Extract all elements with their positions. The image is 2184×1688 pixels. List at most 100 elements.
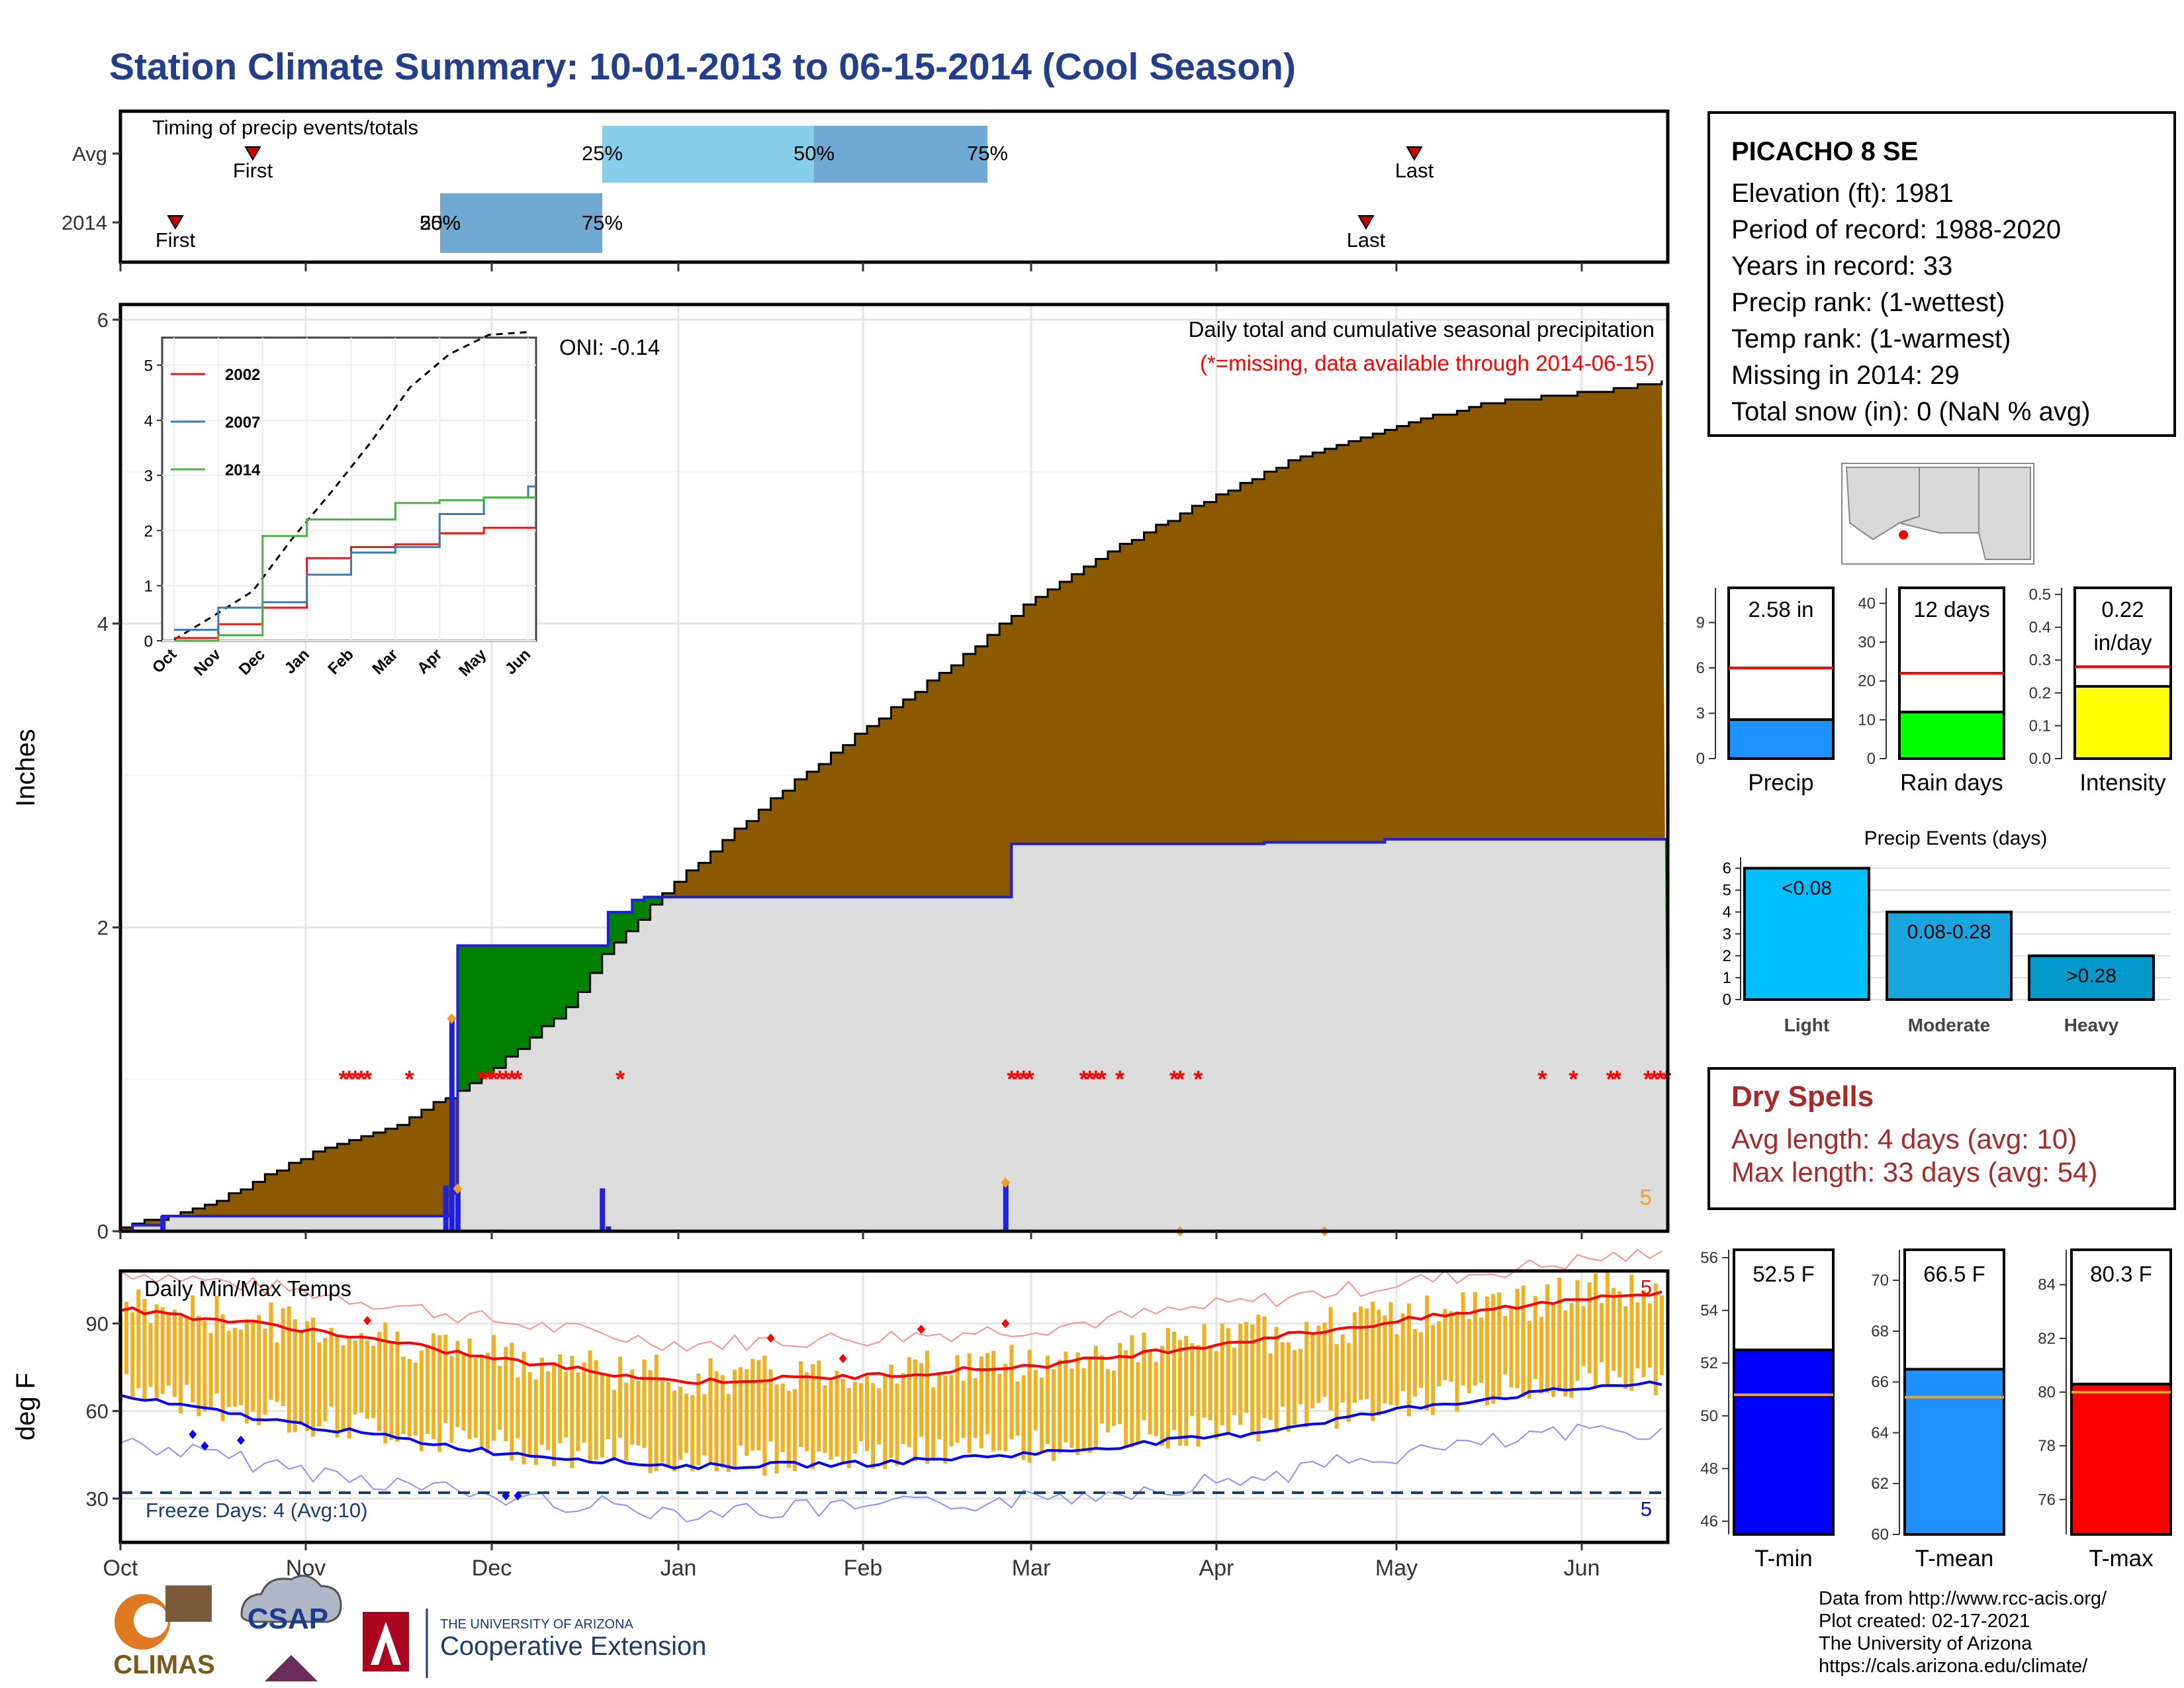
credit-line: Plot created: 02-17-2021: [1819, 1611, 2030, 1632]
daily-temp-bar: [1202, 1324, 1206, 1418]
daily-temp-bar: [805, 1372, 809, 1452]
climas-logo-emblem: [165, 1585, 212, 1622]
missing-marker: *: [1013, 1065, 1022, 1092]
daily-temp-bar: [1515, 1288, 1520, 1389]
intensity-value-unit: in/day: [2093, 630, 2152, 655]
daily-temp-bar: [130, 1312, 135, 1398]
daily-temp-bar: [1527, 1321, 1531, 1399]
event-tick-label: 6: [1723, 860, 1731, 878]
station-line: Years in record: 33: [1731, 252, 1953, 281]
event-category-label: Light: [1784, 1015, 1829, 1035]
daily-temp-bar: [642, 1359, 647, 1448]
precip-marker: [447, 1013, 457, 1024]
tmin-tick-label: 46: [1700, 1513, 1718, 1530]
event-tick-label: 5: [1723, 882, 1731, 900]
daily-temp-bar: [166, 1314, 171, 1386]
month-label: Apr: [1199, 1556, 1234, 1581]
y-tick-label: 90: [86, 1312, 109, 1335]
event-category-label: Heavy: [2064, 1015, 2119, 1035]
daily-temp-bar: [178, 1316, 183, 1414]
y-axis-title: deg F: [11, 1373, 40, 1440]
daily-temp-bar: [1653, 1283, 1658, 1395]
raindays-tick-label: 40: [1858, 594, 1876, 612]
daily-temp-bar: [576, 1372, 580, 1452]
daily-temp-bar: [901, 1373, 905, 1444]
tmax-value: 80.3 F: [2090, 1262, 2152, 1286]
daily-temp-bar: [774, 1384, 779, 1474]
missing-marker: *: [345, 1065, 354, 1092]
precip-tick-label: 3: [1696, 705, 1705, 723]
daily-temp-bar: [197, 1315, 201, 1417]
month-label: Jun: [1564, 1556, 1600, 1581]
y-tick-label: 0: [97, 1220, 109, 1243]
daily-temp-bar: [1406, 1303, 1411, 1417]
temp-heading: Daily Min/Max Temps: [144, 1276, 351, 1301]
daily-temp-bar: [1148, 1351, 1152, 1434]
daily-temp-bar: [600, 1374, 604, 1458]
daily-temp-bar: [1220, 1323, 1224, 1426]
daily-temp-bar: [852, 1382, 857, 1454]
daily-temp-bar: [1334, 1344, 1339, 1429]
raindays-bar: [1898, 710, 2005, 760]
daily-temp-bar: [1647, 1303, 1652, 1368]
daily-temp-bar: [817, 1360, 821, 1452]
intensity-label: Intensity: [2079, 770, 2166, 796]
daily-temp-bar: [895, 1383, 899, 1466]
daily-temp-bar: [624, 1383, 629, 1461]
daily-temp-bar: [1352, 1312, 1357, 1403]
daily-temp-bar: [479, 1354, 484, 1448]
tmean-bar: [1903, 1368, 2005, 1536]
daily-temp-bar: [1280, 1342, 1285, 1407]
tmin-tick-label: 50: [1700, 1407, 1718, 1425]
daily-temp-bar: [275, 1342, 279, 1402]
event-tick-label: 1: [1723, 969, 1731, 987]
daily-temp-bar: [1298, 1348, 1303, 1405]
raindays-tick-label: 20: [1858, 673, 1876, 690]
daily-temp-bar: [1575, 1280, 1580, 1381]
precip-events-chart: Precip Events (days) <0.08 Light 0.08-0.28 M…: [1723, 827, 2171, 1035]
missing-marker: *: [495, 1065, 504, 1092]
logos-area: CLIMAS CSAP THE UNIVERSITY OF ARIZONACoope…: [113, 463, 2034, 1681]
daily-temp-bar: [407, 1358, 412, 1437]
daily-temp-bar: [811, 1364, 815, 1470]
avg-p75-label: 75%: [967, 142, 1008, 165]
bottom-count: 5: [1641, 1497, 1652, 1521]
daily-temp-bar: [768, 1369, 773, 1442]
daily-temp-bar: [323, 1338, 328, 1422]
daily-temp-bar: [1172, 1331, 1177, 1430]
daily-temp-bar: [829, 1380, 833, 1460]
daily-temp-bar: [630, 1369, 635, 1445]
intensity-tick-label: 0.4: [2029, 619, 2051, 637]
daily-temp-bar: [714, 1371, 719, 1472]
daily-temp-bar: [865, 1376, 870, 1452]
csap-logo-cloud: [240, 1574, 342, 1623]
daily-temp-bar: [311, 1317, 316, 1437]
daily-temp-bar: [1208, 1345, 1212, 1421]
daily-temp-bar: [751, 1358, 755, 1451]
daily-temp-bar: [1316, 1325, 1321, 1403]
inset-frame: [161, 336, 537, 642]
daily-temp-bar: [1383, 1315, 1387, 1404]
daily-temp-bar: [1497, 1292, 1502, 1399]
corner-count: 5: [1640, 1185, 1652, 1209]
intensity-tick-label: 0.1: [2029, 717, 2051, 735]
daily-temp-bar: [539, 1358, 544, 1445]
y2014-first-label: First: [156, 228, 196, 252]
daily-temp-bar: [287, 1306, 291, 1433]
tmin-value: 52.5 F: [1752, 1262, 1815, 1286]
intensity-tick-label: 0.5: [2029, 586, 2051, 604]
daily-temp-bar: [1244, 1321, 1249, 1413]
precip-marker: [1001, 1177, 1011, 1188]
daily-temp-bar: [1015, 1382, 1020, 1436]
daily-temp-bar: [1310, 1333, 1315, 1409]
daily-temp-bar: [636, 1381, 641, 1446]
daily-temp-bar: [756, 1360, 761, 1451]
daily-temp-bar: [1365, 1308, 1369, 1399]
daily-temp-bar: [1437, 1321, 1441, 1387]
inset-tick-label: 1: [144, 578, 153, 596]
daily-temp-bar: [1124, 1350, 1128, 1448]
tmax-tick-label: 76: [2038, 1491, 2056, 1509]
daily-temp-bar: [1461, 1292, 1465, 1385]
month-label: Jan: [660, 1556, 697, 1581]
